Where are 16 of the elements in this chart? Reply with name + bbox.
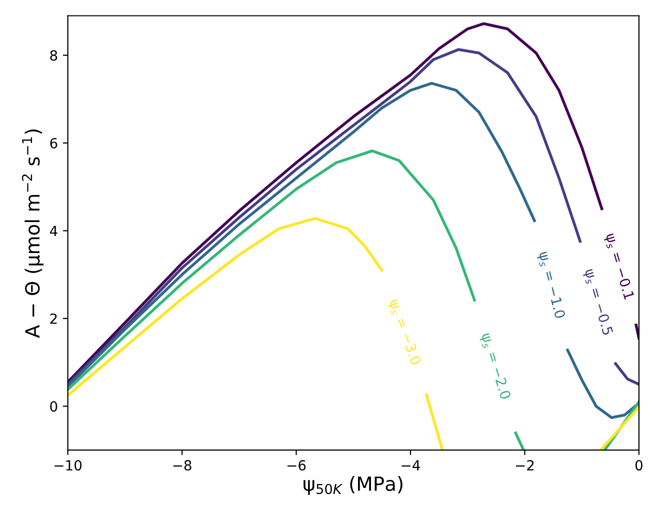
text: ψ$_{s}$ = −3.0 bbox=[386, 298, 422, 366]
x-tick-label: −2 bbox=[516, 460, 534, 470]
x-tick-label: −10 bbox=[54, 460, 82, 471]
text: ψ$_{s}$ = −2.0 bbox=[478, 332, 512, 400]
x-tick-label: −8 bbox=[173, 460, 192, 471]
x-axis-title: ψ$_{50K}$ (MPa) bbox=[304, 476, 402, 495]
x-tick-label: 0 bbox=[635, 460, 642, 471]
y-tick-label: 4 bbox=[50, 226, 58, 236]
y-axis-title: A − Θ (μmol m$^{−2}$ s$^{−1}$) bbox=[22, 130, 44, 338]
y-tick-label: 0 bbox=[50, 401, 58, 412]
y-tick-label: 8 bbox=[50, 50, 58, 61]
y-tick-label: 2 bbox=[50, 313, 57, 324]
x-tick-label: −4 bbox=[402, 460, 420, 470]
x-tick-label: −6 bbox=[288, 460, 306, 471]
text: ψ$_{s}$ = −1.0 bbox=[536, 251, 566, 320]
y-tick-label: 6 bbox=[50, 138, 58, 148]
